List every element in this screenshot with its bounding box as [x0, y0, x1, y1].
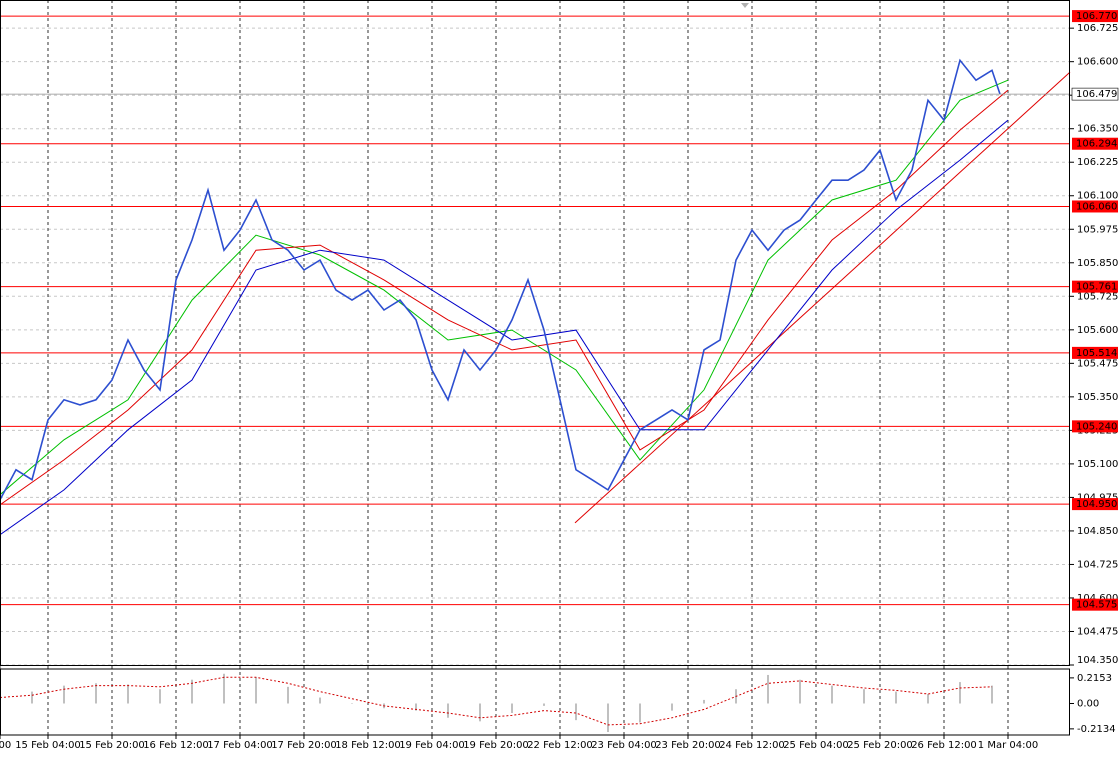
histogram-bar [63, 685, 65, 704]
histogram-bar [831, 685, 833, 704]
histogram-bar [927, 693, 929, 704]
x-tick-label: 16 Feb 12:00 [143, 740, 209, 751]
y-tick-label: 105.975 [1077, 224, 1118, 235]
level-box [1072, 137, 1118, 150]
plot-frame [0, 0, 1070, 666]
level-label: 104.575 [1076, 600, 1117, 611]
x-tick-label: 24 Feb 12:00 [719, 740, 785, 751]
y2-tick-label: -0.2134 [1077, 724, 1116, 735]
level-label: 106.060 [1076, 201, 1117, 212]
y-tick-label: 106.725 [1077, 23, 1118, 34]
indicator-frame [0, 668, 1070, 736]
level-box [1072, 498, 1118, 511]
x-tick-label: 15 Feb 04:00 [15, 740, 81, 751]
histogram-bar [543, 703, 545, 706]
y-tick-label: 104.600 [1077, 593, 1118, 604]
x-tick-label: 2:00 [0, 740, 11, 751]
level-box [1072, 10, 1118, 23]
histogram-bar [671, 703, 673, 711]
histogram-bar [351, 703, 353, 704]
level-label: 106.294 [1076, 139, 1117, 150]
x-tick-label: 18 Feb 12:00 [335, 740, 401, 751]
y-tick-label: 104.475 [1077, 626, 1118, 637]
histogram-bar [799, 679, 801, 704]
trendline [574, 71, 1071, 524]
x-tick-label: 15 Feb 20:00 [79, 740, 145, 751]
current-price-label: 106.479 [1076, 89, 1117, 100]
level-label: 105.761 [1076, 282, 1117, 293]
histogram-bar [863, 689, 865, 704]
x-tick-label: 22 Feb 12:00 [527, 740, 593, 751]
y-tick-label: 106.100 [1077, 191, 1118, 202]
price-line [0, 58, 1001, 501]
level-box [1072, 598, 1118, 611]
signal-line [0, 676, 993, 726]
level-label: 105.514 [1076, 348, 1117, 359]
histogram-bar [319, 697, 321, 704]
x-tick-label: 23 Feb 20:00 [655, 740, 721, 751]
histogram-bar [255, 677, 257, 704]
x-tick-label: 1 Mar 04:00 [978, 740, 1038, 751]
histogram-bar [287, 686, 289, 704]
y-tick-label: 105.475 [1077, 358, 1118, 369]
histogram-bar [447, 703, 449, 718]
y2-tick-label: 0.2153 [1077, 673, 1112, 684]
shift-marker [741, 3, 749, 8]
y-tick-label: 105.100 [1077, 459, 1118, 470]
x-tick-label: 17 Feb 04:00 [207, 740, 273, 751]
level-label: 104.950 [1076, 499, 1117, 510]
histogram-bar [959, 682, 961, 704]
y-tick-label: 105.850 [1077, 258, 1118, 269]
level-box [1072, 346, 1118, 359]
histogram-bar [511, 703, 513, 713]
level-label: 105.240 [1076, 421, 1117, 432]
level-box [1072, 280, 1118, 293]
y-tick-label: 105.600 [1077, 325, 1118, 336]
level-box [1072, 420, 1118, 433]
y-tick-label: 106.225 [1077, 157, 1118, 168]
histogram-bar [159, 689, 161, 704]
level-label: 106.770 [1076, 11, 1117, 22]
x-tick-label: 19 Feb 04:00 [399, 740, 465, 751]
level-box [1072, 200, 1118, 213]
histogram-bar [127, 684, 129, 704]
histogram-bar [575, 703, 577, 721]
x-tick-label: 23 Feb 04:00 [591, 740, 657, 751]
moving-average [0, 119, 1009, 536]
y-tick-label: 104.975 [1077, 492, 1118, 503]
histogram-bar [703, 699, 705, 704]
moving-average [0, 79, 1009, 496]
current-price-box [1071, 87, 1119, 101]
y-tick-label: 104.725 [1077, 559, 1118, 570]
y-tick-label: 105.350 [1077, 392, 1118, 403]
histogram-bar [415, 703, 417, 711]
x-tick-label: 17 Feb 20:00 [271, 740, 337, 751]
y2-tick-label: 0.00 [1077, 698, 1099, 709]
histogram-bar [479, 703, 481, 722]
histogram-bar [223, 673, 225, 704]
x-tick-label: 19 Feb 20:00 [463, 740, 529, 751]
y-tick-label: 104.350 [1077, 655, 1118, 666]
histogram-bar [607, 703, 609, 733]
moving-average [0, 89, 1009, 506]
histogram-bar [191, 679, 193, 704]
histogram-bar [31, 691, 33, 704]
y-tick-label: 106.600 [1077, 57, 1118, 68]
x-tick-label: 25 Feb 04:00 [783, 740, 849, 751]
x-tick-label: 26 Feb 12:00 [911, 740, 977, 751]
histogram-bar [991, 685, 993, 704]
y-tick-label: 106.350 [1077, 124, 1118, 135]
histogram-bar [767, 674, 769, 704]
histogram-bar [95, 683, 97, 704]
y-tick-label: 105.725 [1077, 291, 1118, 302]
y-tick-label: 104.850 [1077, 526, 1118, 537]
x-tick-label: 25 Feb 20:00 [847, 740, 913, 751]
histogram-bar [895, 691, 897, 704]
histogram-bar [639, 703, 641, 723]
